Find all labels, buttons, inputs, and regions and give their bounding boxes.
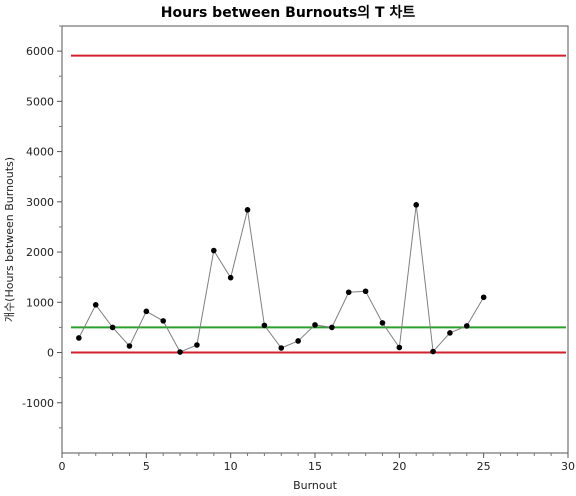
series-line (78, 204, 485, 353)
data-point (109, 324, 116, 331)
data-point (92, 302, 99, 308)
y-tick-label: 2000 (26, 246, 54, 259)
data-point (396, 344, 403, 351)
y-tick-label: 1000 (26, 296, 54, 309)
y-tick-label: -1000 (22, 397, 54, 410)
data-point (227, 274, 234, 281)
data-point (295, 338, 301, 344)
data-point (464, 323, 470, 329)
data-point (143, 308, 150, 315)
data-point (177, 349, 183, 355)
data-point (278, 345, 285, 351)
data-point (194, 342, 200, 348)
y-tick-label: 5000 (26, 95, 54, 108)
data-point (261, 322, 268, 329)
y-tick-label: 3000 (26, 196, 54, 209)
data-point (447, 330, 453, 336)
x-axis: 0 5 10 15 20 25 30 (59, 453, 575, 473)
chart-title: Hours between Burnouts의 T 차트 (161, 4, 416, 21)
data-point (160, 318, 166, 324)
data-point (362, 288, 369, 295)
reference-lines (71, 54, 566, 354)
x-tick-label: 30 (561, 460, 575, 473)
series-lines (78, 204, 485, 353)
data-point (126, 343, 133, 349)
x-tick-label: 10 (224, 460, 238, 473)
data-point (379, 320, 386, 326)
y-tick-label: 6000 (26, 45, 54, 58)
data-point (345, 289, 352, 296)
y-axis-label: 개수(Hours between Burnouts) (3, 157, 16, 322)
x-tick-label: 5 (143, 460, 150, 473)
data-point (329, 324, 335, 331)
x-tick-label: 20 (392, 460, 406, 473)
x-tick-label: 15 (308, 460, 322, 473)
data-point (413, 202, 420, 208)
data-point (430, 348, 436, 355)
data-point (312, 322, 318, 328)
y-axis: -1000 0 1000 2000 3000 4000 5000 6000 (22, 25, 62, 429)
data-point (244, 207, 251, 213)
plot-frame (61, 25, 569, 454)
data-point (76, 335, 82, 341)
x-tick-label: 25 (477, 460, 491, 473)
data-points (76, 202, 487, 355)
y-tick-label: 4000 (26, 146, 54, 159)
data-point (480, 294, 487, 301)
data-point (211, 247, 217, 254)
x-tick-label: 0 (59, 460, 66, 473)
x-axis-label: Burnout (293, 479, 338, 492)
y-tick-label: 0 (47, 347, 54, 360)
